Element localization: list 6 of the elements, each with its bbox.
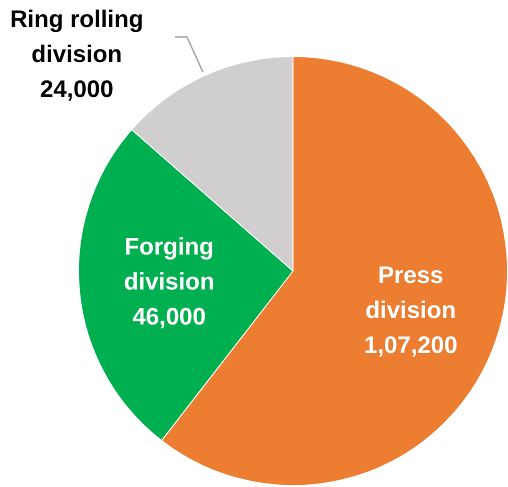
data-label: 46,000 <box>132 304 206 331</box>
slice-label: Press division <box>365 262 456 324</box>
data-label: 1,07,200 <box>364 332 458 359</box>
slice-label: Ring rolling division <box>10 6 144 68</box>
slice-label: Forging division <box>124 234 215 296</box>
data-label: 24,000 <box>40 76 114 104</box>
